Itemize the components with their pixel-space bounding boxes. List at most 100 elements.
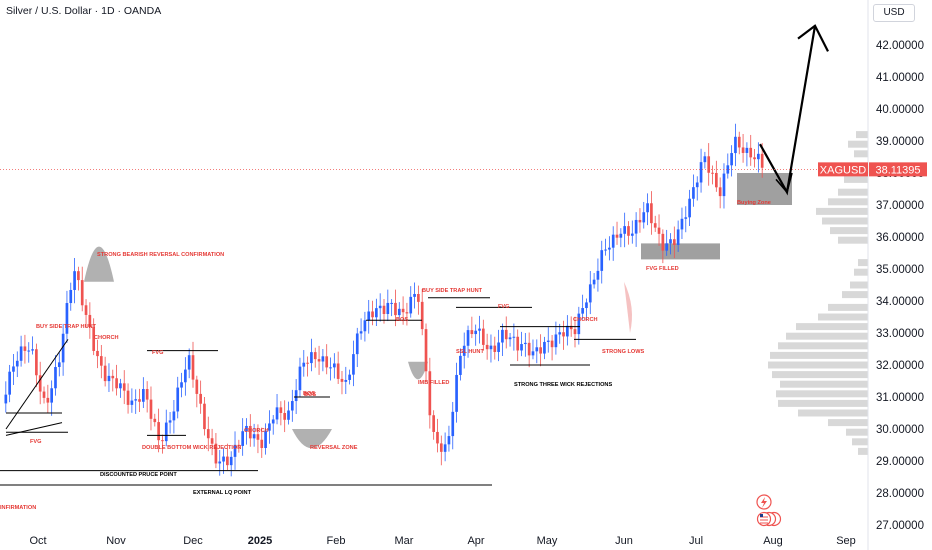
candle-body (50, 388, 53, 403)
candle-body (203, 403, 206, 430)
candle-body (195, 379, 199, 394)
candle-body (157, 422, 160, 441)
candle-body (340, 378, 344, 382)
candle-body (126, 390, 130, 405)
y-tick-label: 39.00000 (876, 136, 924, 148)
candle-body (630, 233, 634, 236)
candle-body (588, 284, 592, 303)
volume-profile-bar (854, 268, 868, 276)
y-axis-ticks: 27.00000 28.00000 29.00000 30.00000 31.00000… (876, 40, 924, 532)
candle-body (600, 250, 604, 271)
candle-body (355, 333, 359, 355)
volume-profile-bar (778, 342, 868, 350)
annotation-label: CHORCH (94, 335, 119, 341)
candle-body (348, 374, 351, 380)
candle-body (283, 412, 287, 420)
candle-body (455, 374, 458, 412)
x-tick-label: Sep (836, 535, 856, 547)
candle-body (646, 203, 649, 213)
annotation-label: DOUBLE BOTTOM WICK REJECTION (142, 445, 241, 451)
annotations-layer: STRONG BEARISH REVERSAL CONFIRMATION BUY … (0, 200, 771, 511)
y-tick-label: 31.00000 (876, 392, 924, 404)
pullback-arrow-head-icon (775, 172, 793, 194)
x-tick-label: Nov (106, 535, 126, 547)
candle-body (489, 345, 493, 350)
candle-body (359, 331, 363, 334)
arrow-head-icon (797, 24, 829, 52)
candle-body (432, 415, 435, 432)
candle-body (80, 280, 84, 306)
candle-body (760, 153, 764, 168)
candle-body (703, 156, 707, 163)
volume-profile-bar (778, 399, 868, 407)
volume-profile-bar (838, 236, 868, 244)
x-tick-label: 2025 (248, 535, 272, 547)
candle-body (99, 356, 103, 366)
y-tick-label: 33.00000 (876, 328, 924, 340)
candle-body (401, 308, 405, 313)
candle-body (562, 332, 565, 337)
candle-body (199, 393, 202, 404)
lightning-event-icon[interactable] (756, 494, 772, 510)
candle-body (65, 303, 69, 334)
candle-body (711, 172, 714, 174)
volume-profile-bar (854, 150, 868, 158)
annotation-label: FVG (498, 304, 510, 310)
y-tick-label: 35.00000 (876, 264, 924, 276)
annotation-label: SSL HUNT (456, 349, 484, 355)
candle-body (707, 156, 711, 173)
projection-path (759, 25, 817, 196)
candle-body (405, 312, 409, 314)
y-tick-label: 37.00000 (876, 200, 924, 212)
candle-body (623, 226, 626, 234)
candle-body (153, 418, 157, 423)
candle-body (554, 334, 558, 348)
volume-profile-bar (786, 332, 868, 340)
price-tag-value: 38.11395 (875, 164, 920, 176)
reversal-zone-highlight (292, 429, 332, 449)
candle-body (470, 330, 474, 335)
candle-body (382, 305, 386, 315)
candle-body (344, 379, 348, 382)
volume-profile-bar (828, 419, 868, 427)
candle-body (665, 243, 669, 251)
candle-body (111, 375, 115, 379)
annotation-label: FVG (30, 439, 42, 445)
candle-body (122, 383, 126, 391)
candle-body (543, 341, 546, 354)
us-flag-event-icon[interactable] (756, 511, 782, 527)
candle-body (634, 219, 638, 234)
y-tick-label: 41.00000 (876, 72, 924, 84)
candle-body (237, 444, 241, 446)
candle-body (229, 456, 233, 466)
price-tag: XAGUSD 38.11395 (818, 162, 927, 177)
candle-body (524, 342, 527, 345)
candle-body (650, 203, 653, 224)
candle-body (19, 346, 23, 361)
trend-line (5, 422, 63, 436)
candle-body (191, 355, 195, 380)
volume-profile-bar (856, 131, 868, 139)
candle-body (84, 305, 88, 315)
candle-body (77, 271, 80, 281)
candle-body (38, 375, 42, 392)
volume-profile-bar (844, 175, 868, 183)
currency-selector[interactable]: USD (873, 4, 915, 22)
candle-body (417, 293, 420, 302)
x-tick-label: Jul (689, 535, 703, 547)
candle-body (680, 218, 684, 230)
candle-body (15, 360, 19, 367)
volume-profile-bar (796, 323, 868, 331)
volume-profile-bar (828, 198, 868, 206)
candle-body (8, 371, 11, 395)
candle-body (478, 328, 481, 331)
candle-body (96, 350, 99, 357)
x-tick-label: Dec (183, 535, 203, 547)
candle-body (420, 301, 424, 330)
candle-body (164, 422, 168, 442)
candle-body (424, 329, 428, 372)
candle-body (371, 311, 374, 318)
candle-body (676, 229, 680, 245)
volume-profile-bar (798, 409, 868, 417)
